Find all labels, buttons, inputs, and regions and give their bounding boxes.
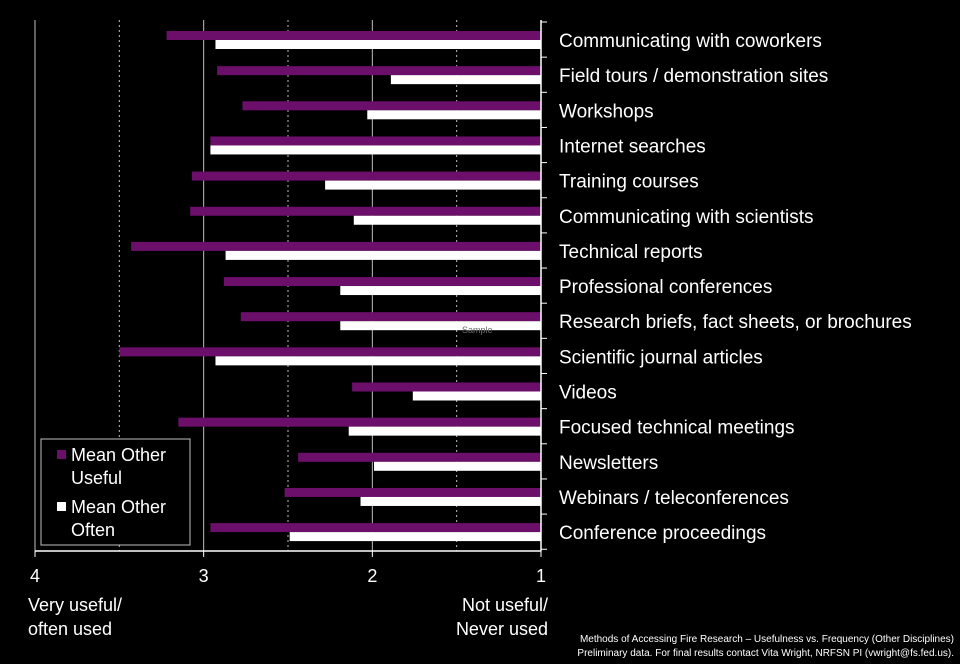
bar-useful: [242, 101, 541, 111]
legend-label: Often: [71, 520, 115, 540]
legend-label: Useful: [71, 468, 122, 488]
bar-useful: [119, 347, 541, 357]
x-end-label-right: Never used: [456, 619, 548, 639]
x-tick-label: 2: [367, 566, 377, 586]
bars: [119, 31, 542, 542]
category-labels: Communicating with coworkers Field tours …: [559, 31, 912, 544]
bar-useful: [298, 452, 541, 462]
category-label: Newsletters: [559, 453, 658, 474]
bar-often: [367, 110, 541, 120]
bar-often: [340, 321, 541, 331]
legend-label: Mean Other: [71, 445, 166, 465]
bar-often: [348, 426, 541, 436]
legend-swatch: [57, 502, 66, 511]
bar-useful: [191, 171, 542, 181]
bar-often: [225, 250, 542, 260]
x-end-label-left: often used: [28, 619, 112, 639]
category-label: Videos: [559, 383, 617, 404]
x-tick-label: 3: [199, 566, 209, 586]
x-end-label-right: Not useful/: [462, 595, 548, 615]
x-tick-label: 1: [536, 566, 546, 586]
category-label: Communicating with coworkers: [559, 31, 822, 52]
legend: Mean Other Useful Mean Other Often: [40, 438, 191, 546]
legend-label: Mean Other: [71, 497, 166, 517]
category-label: Research briefs, fact sheets, or brochur…: [559, 312, 912, 333]
category-label: Professional conferences: [559, 277, 772, 298]
bar-useful: [131, 241, 541, 251]
bar-useful: [352, 382, 541, 392]
bar-useful: [223, 277, 541, 287]
bar-often: [374, 461, 541, 471]
category-label: Technical reports: [559, 242, 703, 263]
bar-often: [412, 391, 541, 401]
bar-useful: [217, 66, 541, 76]
x-axis: 4 3 2 1 Very useful/often used Not useful/Nev…: [28, 20, 548, 639]
bar-useful: [284, 487, 541, 497]
category-label: Training courses: [559, 172, 699, 193]
bar-often: [325, 180, 541, 190]
bar-often: [289, 532, 541, 542]
category-label: Webinars / teleconferences: [559, 488, 789, 509]
category-label: Focused technical meetings: [559, 418, 795, 439]
category-label: Field tours / demonstration sites: [559, 66, 828, 87]
category-label: Internet searches: [559, 136, 706, 157]
bar-useful: [178, 417, 541, 427]
bar-often: [210, 145, 541, 155]
footer-title: Methods of Accessing Fire Research – Use…: [579, 634, 954, 645]
bar-useful: [210, 523, 541, 533]
watermark-text: Sample: [462, 325, 493, 335]
bar-often: [390, 75, 541, 85]
bar-often: [215, 356, 541, 366]
category-label: Scientific journal articles: [559, 347, 763, 368]
bar-often: [340, 286, 541, 296]
bar-useful: [166, 31, 541, 40]
legend-swatch: [57, 450, 66, 459]
x-tick-label: 4: [30, 566, 40, 586]
bar-often: [215, 40, 541, 49]
category-label: Conference proceedings: [559, 523, 766, 544]
bar-useful: [210, 136, 541, 146]
bar-often: [353, 215, 541, 225]
bar-useful: [190, 206, 541, 216]
category-label: Communicating with scientists: [559, 207, 813, 228]
category-label: Workshops: [559, 101, 654, 122]
footer-note: Preliminary data. For final results cont…: [577, 648, 954, 659]
x-end-label-left: Very useful/: [28, 595, 122, 615]
bar-often: [360, 496, 541, 506]
bar-useful: [240, 312, 542, 322]
